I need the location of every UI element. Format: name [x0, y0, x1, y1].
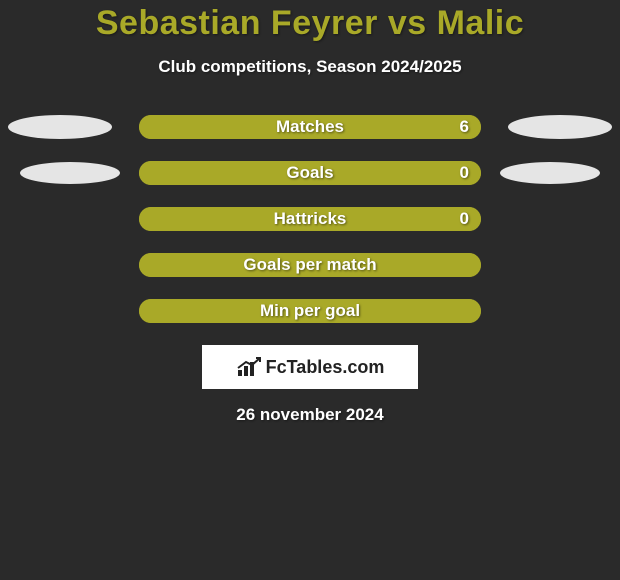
stat-label: Min per goal	[260, 301, 360, 321]
stat-row: Matches 6	[0, 115, 620, 139]
right-marker-ellipse	[500, 162, 600, 184]
stat-row: Goals per match	[0, 253, 620, 277]
date-label: 26 november 2024	[0, 405, 620, 425]
stat-row: Hattricks 0	[0, 207, 620, 231]
stats-rows: Matches 6 Goals 0 Hattricks 0	[0, 115, 620, 323]
left-marker-ellipse	[8, 115, 112, 139]
stat-value: 0	[460, 163, 469, 183]
bar-chart-arrow-icon	[236, 356, 262, 378]
stat-bar: Goals 0	[139, 161, 481, 185]
stat-value: 6	[460, 117, 469, 137]
stat-label: Goals per match	[243, 255, 376, 275]
stat-label: Goals	[286, 163, 333, 183]
page-title: Sebastian Feyrer vs Malic	[0, 4, 620, 43]
fctables-logo: FcTables.com	[202, 345, 418, 389]
comparison-infographic: Sebastian Feyrer vs Malic Club competiti…	[0, 0, 620, 425]
stat-bar: Matches 6	[139, 115, 481, 139]
stat-row: Goals 0	[0, 161, 620, 185]
logo-text: FcTables.com	[266, 357, 385, 378]
stat-label: Hattricks	[274, 209, 347, 229]
left-marker-ellipse	[20, 162, 120, 184]
subtitle: Club competitions, Season 2024/2025	[0, 57, 620, 77]
stat-label: Matches	[276, 117, 344, 137]
stat-bar: Hattricks 0	[139, 207, 481, 231]
stat-row: Min per goal	[0, 299, 620, 323]
stat-bar: Goals per match	[139, 253, 481, 277]
stat-bar: Min per goal	[139, 299, 481, 323]
right-marker-ellipse	[508, 115, 612, 139]
stat-value: 0	[460, 209, 469, 229]
